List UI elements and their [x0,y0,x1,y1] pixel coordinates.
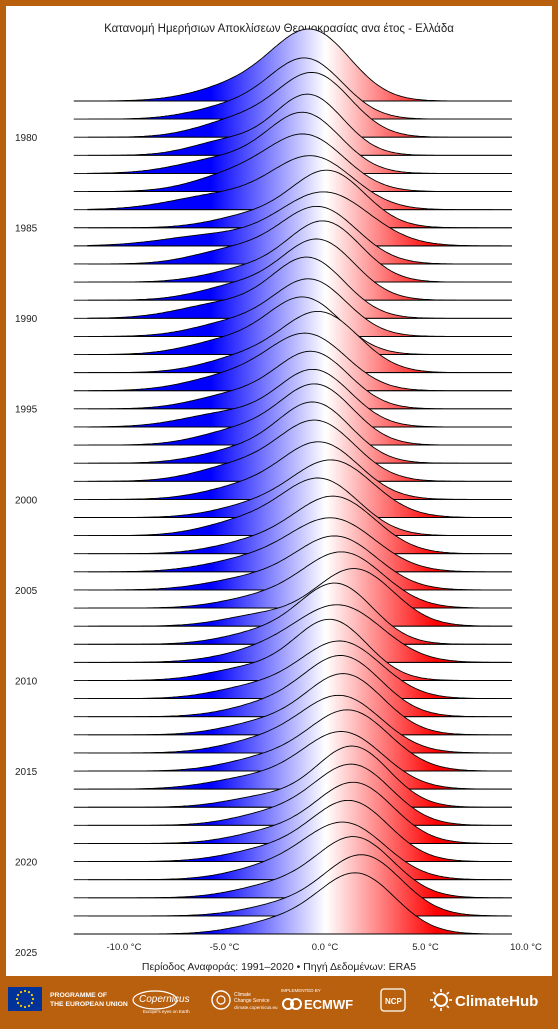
copernicus-logo-text: Copernicus [139,994,190,1005]
year-label-2010: 2010 [15,676,38,687]
c3s-line2: Change Service [234,998,270,1004]
ridgeline-chart: Κατανομή Ημερήσιων Αποκλίσεων Θερμοκρασί… [15,23,543,973]
ridges [73,28,513,935]
footer-logos: PROGRAMME OF THE EUROPEAN UNION Copernic… [0,976,558,1024]
c3s-logo-icon [211,990,231,1010]
copernicus-logo-icon [132,990,178,1010]
implemented-by-label: IMPLEMENTED BY [281,988,321,993]
year-label-1995: 1995 [15,405,38,416]
copernicus-subtitle: Europe's eyes on Earth [143,1009,190,1014]
eu-flag-icon [8,987,42,1011]
ecmwf-logo-icon [282,998,302,1010]
c3s-url: climate.copernicus.eu [234,1005,278,1010]
chart-subtitle: Περίοδος Αναφοράς: 1991–2020 • Πηγή Δεδο… [142,961,416,973]
ncp-logo-text: NCP [385,997,403,1006]
year-label-2005: 2005 [15,586,38,597]
chart-frame: Κατανομή Ημερήσιων Αποκλίσεων Θερμοκρασί… [6,6,552,976]
density-curve-2004 [87,495,512,555]
chart-title: Κατανομή Ημερήσιων Αποκλίσεων Θερμοκρασί… [104,23,454,35]
density-curve-2017 [87,731,512,790]
year-label-2020: 2020 [15,857,38,868]
density-curve-2011 [87,618,512,681]
programme-line1: PROGRAMME OF [50,992,107,999]
year-label-2000: 2000 [15,495,38,506]
ncp-logo-icon [380,988,406,1012]
density-curve-2012 [87,640,512,700]
x-axis-tick-labels: -10.0 °C -5.0 °C 0.0 °C 5.0 °C 10.0 °C [107,942,543,953]
x-tick-label: -5.0 °C [210,942,240,953]
x-tick-label: 10.0 °C [510,942,542,953]
year-label-1985: 1985 [15,224,38,235]
climatehub-logo-text: ClimateHub [455,993,538,1010]
year-label-1980: 1980 [15,133,38,144]
x-tick-label: 0.0 °C [312,942,339,953]
programme-line2: THE EUROPEAN UNION [50,1001,128,1008]
c3s-line1: Climate [234,992,251,998]
year-axis-labels: 1980 1985 1990 1995 2000 2005 2010 2015 2020 2025 [15,133,38,959]
density-curve-2006 [87,535,512,591]
year-label-1990: 1990 [15,314,38,325]
ecmwf-logo-text: ECMWF [304,997,353,1012]
ridge-2025 [73,872,512,935]
x-tick-label: -10.0 °C [107,942,142,953]
year-label-2025: 2025 [15,948,38,959]
x-tick-label: 5.0 °C [412,942,439,953]
climatehub-sun-icon [430,989,452,1011]
density-curve-2005 [87,517,512,573]
year-label-2015: 2015 [15,767,38,778]
